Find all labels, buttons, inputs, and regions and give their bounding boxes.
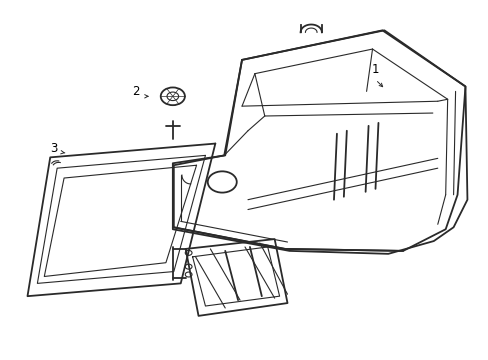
Text: 1: 1 [371,63,379,76]
Text: 2: 2 [132,85,140,98]
Text: 3: 3 [50,142,58,155]
